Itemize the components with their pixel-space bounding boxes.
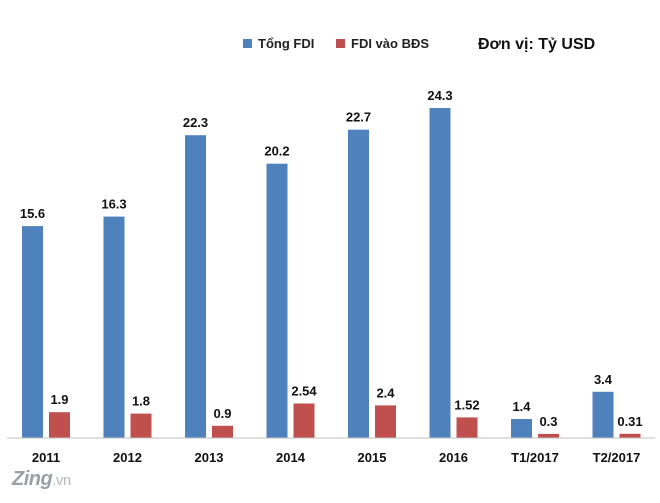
- data-label-total-fdi-t2-2017: 3.4: [594, 372, 613, 387]
- x-tick-t1-2017: T1/2017: [511, 450, 559, 465]
- x-tick-2016: 2016: [439, 450, 468, 465]
- x-tick-t2-2017: T2/2017: [593, 450, 641, 465]
- data-label-total-fdi-2013: 22.3: [183, 115, 208, 130]
- bar-total-fdi-2013: [185, 135, 206, 438]
- x-tick-2015: 2015: [358, 450, 387, 465]
- data-label-total-fdi-2011: 15.6: [20, 206, 45, 221]
- bar-total-fdi-2012: [103, 216, 125, 438]
- bar-real-estate-fdi-2014: [293, 403, 315, 438]
- unit-label: Đơn vị: Tỷ USD: [478, 36, 595, 53]
- watermark-main: Zing: [12, 468, 53, 490]
- data-label-real-estate-fdi-t2-2017: 0.31: [617, 414, 642, 429]
- bar-total-fdi-2014: [266, 163, 288, 438]
- x-tick-labels: 2011 2012 2013 2014 2015 2016 T1/2017 T2/2017: [32, 450, 640, 465]
- x-tick-2014: 2014: [276, 450, 306, 465]
- legend-label-real-estate-fdi: FDI vào BĐS: [351, 36, 429, 51]
- legend-swatch-total-fdi: [243, 39, 252, 48]
- data-label-real-estate-fdi-2011: 1.9: [50, 392, 68, 407]
- bar-total-fdi-2015: [348, 129, 369, 438]
- data-label-real-estate-fdi-2015: 2.4: [376, 385, 395, 400]
- data-label-real-estate-fdi-2013: 0.9: [213, 406, 231, 421]
- x-tick-2012: 2012: [113, 450, 142, 465]
- bar-real-estate-fdi-t2-2017: [619, 433, 641, 438]
- bar-total-fdi-t1-2017: [511, 419, 532, 438]
- data-label-real-estate-fdi-2014: 2.54: [291, 384, 317, 399]
- bar-total-fdi-2016: [429, 108, 451, 438]
- bar-real-estate-fdi-t1-2017: [538, 433, 559, 438]
- data-label-total-fdi-2012: 16.3: [101, 197, 126, 212]
- legend: Tổng FDI FDI vào BĐS: [243, 36, 429, 51]
- bar-real-estate-fdi-2012: [130, 413, 152, 438]
- x-tick-2013: 2013: [195, 450, 224, 465]
- zing-watermark-logo: Zing.vn: [12, 468, 71, 491]
- data-label-real-estate-fdi-t1-2017: 0.3: [539, 414, 557, 429]
- legend-label-total-fdi: Tổng FDI: [258, 36, 314, 51]
- data-label-real-estate-fdi-2016: 1.52: [454, 397, 479, 412]
- data-label-total-fdi-2015: 22.7: [346, 110, 371, 125]
- data-label-total-fdi-2014: 20.2: [264, 144, 289, 159]
- bar-real-estate-fdi-2011: [49, 412, 70, 438]
- legend-swatch-real-estate-fdi: [336, 39, 345, 48]
- bar-real-estate-fdi-2016: [456, 417, 478, 438]
- x-tick-2011: 2011: [32, 450, 60, 465]
- bar-real-estate-fdi-2013: [212, 425, 233, 438]
- data-label-real-estate-fdi-2012: 1.8: [132, 394, 150, 409]
- bar-total-fdi-t2-2017: [592, 391, 614, 438]
- bars-group: 15.6 1.9 16.3 1.8 22.3 0.9 20.2 2.54 22.7 2.4 24.3…: [20, 88, 643, 438]
- data-label-total-fdi-t1-2017: 1.4: [512, 399, 531, 414]
- bar-real-estate-fdi-2015: [375, 405, 396, 438]
- data-label-total-fdi-2016: 24.3: [427, 88, 452, 103]
- bar-total-fdi-2011: [22, 226, 43, 438]
- watermark-ext: .vn: [52, 472, 71, 489]
